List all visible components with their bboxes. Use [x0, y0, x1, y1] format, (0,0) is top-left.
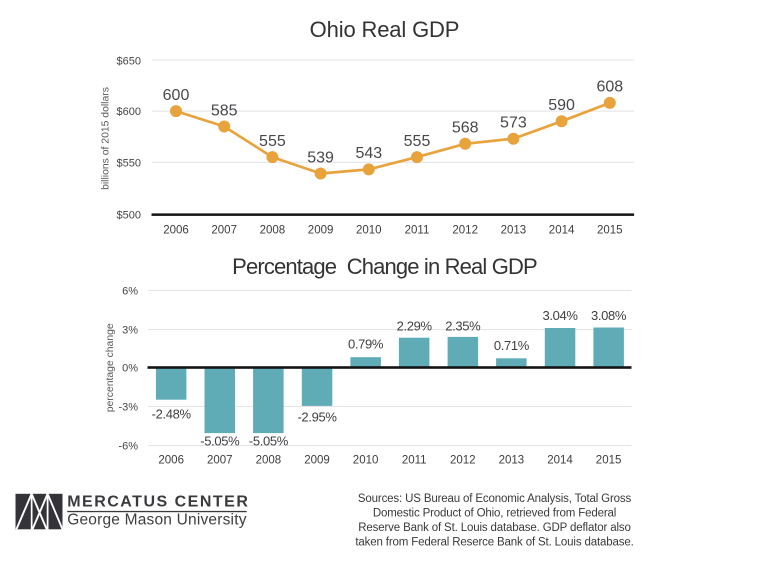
svg-text:2010: 2010 [356, 224, 382, 236]
svg-text:MERCATUS CENTER: MERCATUS CENTER [67, 493, 249, 510]
svg-text:608: 608 [596, 79, 623, 96]
svg-text:Ohio Real GDP: Ohio Real GDP [310, 17, 460, 42]
svg-text:$650: $650 [117, 55, 141, 67]
svg-text:billions of 2015 dollars: billions of 2015 dollars [101, 87, 112, 190]
svg-text:2009: 2009 [304, 454, 330, 466]
svg-text:568: 568 [452, 120, 479, 137]
svg-text:2007: 2007 [207, 454, 233, 466]
svg-text:2011: 2011 [405, 224, 430, 236]
svg-text:$600: $600 [117, 106, 141, 118]
svg-text:6%: 6% [122, 285, 138, 297]
svg-text:Domestic Product of Ohio, retr: Domestic Product of Ohio, retrieved from… [373, 508, 616, 520]
svg-text:3.04%: 3.04% [542, 308, 578, 323]
svg-text:2015: 2015 [596, 454, 622, 466]
svg-text:2007: 2007 [211, 224, 237, 236]
svg-text:2012: 2012 [450, 454, 476, 466]
svg-text:percentage change: percentage change [105, 323, 116, 412]
svg-text:-3%: -3% [118, 402, 138, 414]
svg-text:585: 585 [211, 102, 238, 119]
svg-text:2013: 2013 [499, 454, 525, 466]
svg-text:$500: $500 [117, 210, 141, 222]
svg-text:-6%: -6% [118, 441, 138, 453]
svg-text:-5.05%: -5.05% [249, 434, 289, 449]
svg-text:555: 555 [404, 133, 431, 150]
svg-text:543: 543 [355, 145, 382, 162]
svg-text:Reserve Bank of St. Louis data: Reserve Bank of St. Louis database. GDP … [358, 522, 630, 534]
svg-text:2014: 2014 [547, 454, 573, 466]
svg-text:2015: 2015 [597, 224, 623, 236]
svg-text:-2.95%: -2.95% [297, 410, 337, 425]
svg-text:-5.05%: -5.05% [200, 434, 240, 449]
svg-text:2.29%: 2.29% [397, 318, 433, 333]
svg-text:2013: 2013 [501, 224, 527, 236]
svg-text:2009: 2009 [308, 224, 334, 236]
svg-text:2010: 2010 [353, 454, 379, 466]
svg-text:2011: 2011 [402, 454, 427, 466]
svg-text:2008: 2008 [256, 454, 282, 466]
svg-text:taken from Federal Reserce Ban: taken from Federal Reserce Bank of St. L… [355, 537, 633, 549]
svg-text:2014: 2014 [549, 224, 575, 236]
svg-text:Percentage Change in Real GDP: Percentage Change in Real GDP [232, 254, 537, 279]
svg-text:573: 573 [500, 115, 527, 132]
svg-text:2008: 2008 [260, 224, 286, 236]
svg-text:555: 555 [259, 133, 286, 150]
svg-text:600: 600 [163, 87, 190, 104]
svg-text:0.71%: 0.71% [494, 338, 530, 353]
svg-text:3%: 3% [122, 324, 138, 336]
svg-text:590: 590 [548, 97, 575, 114]
svg-text:2.35%: 2.35% [445, 318, 481, 333]
svg-text:2006: 2006 [163, 224, 189, 236]
svg-text:George Mason University: George Mason University [67, 511, 247, 528]
svg-text:3.08%: 3.08% [591, 308, 627, 323]
svg-text:0%: 0% [122, 363, 138, 375]
svg-text:$550: $550 [117, 157, 141, 169]
svg-text:-2.48%: -2.48% [152, 407, 192, 422]
svg-text:0.79%: 0.79% [348, 337, 384, 352]
svg-text:Sources: US Bureau of Economic: Sources: US Bureau of Economic Analysis,… [358, 493, 632, 505]
svg-text:539: 539 [307, 149, 334, 166]
svg-text:2006: 2006 [158, 454, 184, 466]
svg-text:2012: 2012 [452, 224, 478, 236]
